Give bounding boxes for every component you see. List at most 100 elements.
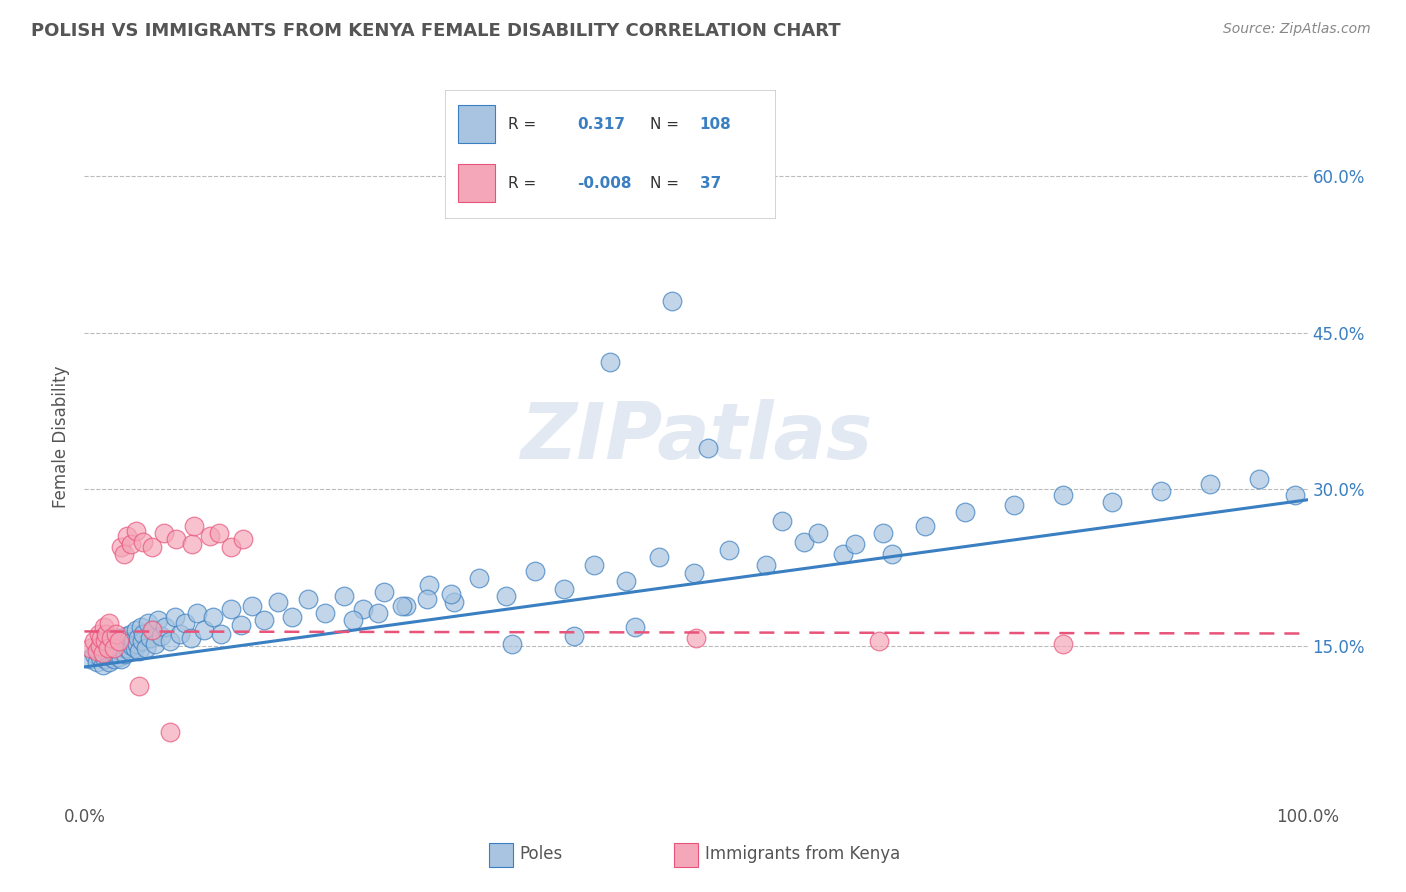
Point	[468, 571, 491, 585]
Point	[872, 526, 894, 541]
Y-axis label: Female Disability: Female Disability	[52, 366, 70, 508]
Point	[717, 543, 740, 558]
Point	[502, 637, 524, 651]
Point	[186, 606, 208, 620]
Point	[553, 582, 575, 596]
Point	[150, 629, 173, 643]
Point	[122, 633, 145, 648]
Point	[111, 633, 134, 648]
Point	[86, 655, 108, 669]
Point	[115, 641, 138, 656]
Point	[115, 629, 138, 643]
Point	[240, 599, 263, 614]
Point	[562, 629, 585, 643]
Point	[120, 536, 142, 550]
Point	[440, 587, 463, 601]
Point	[297, 592, 319, 607]
Point	[115, 529, 138, 543]
Point	[97, 641, 120, 656]
Point	[159, 724, 181, 739]
Point	[869, 633, 891, 648]
Text: Source: ZipAtlas.com: Source: ZipAtlas.com	[1223, 22, 1371, 37]
Point	[107, 649, 129, 664]
Point	[281, 609, 304, 624]
Point	[104, 648, 127, 662]
Point	[114, 648, 136, 662]
Point	[373, 584, 395, 599]
Point	[129, 620, 152, 634]
Point	[110, 639, 132, 653]
Point	[153, 526, 176, 541]
Point	[94, 651, 117, 665]
Point	[342, 613, 364, 627]
Point	[416, 592, 439, 607]
Point	[83, 633, 105, 648]
Point	[253, 613, 276, 627]
Point	[169, 626, 191, 640]
Point	[97, 641, 120, 656]
Point	[200, 529, 222, 543]
Point	[117, 633, 139, 648]
Point	[108, 644, 131, 658]
Point	[103, 641, 125, 656]
Point	[139, 631, 162, 645]
Point	[219, 540, 242, 554]
Point	[107, 633, 129, 648]
Point	[124, 641, 146, 656]
Point	[97, 648, 120, 662]
Text: POLISH VS IMMIGRANTS FROM KENYA FEMALE DISABILITY CORRELATION CHART: POLISH VS IMMIGRANTS FROM KENYA FEMALE D…	[31, 22, 841, 40]
Point	[105, 626, 128, 640]
Point	[112, 547, 135, 561]
Point	[91, 646, 114, 660]
Point	[89, 639, 111, 653]
Point	[352, 602, 374, 616]
Point	[953, 505, 976, 519]
Point	[229, 618, 252, 632]
Point	[180, 631, 202, 645]
Point	[1150, 484, 1173, 499]
Point	[201, 609, 224, 624]
Point	[793, 534, 815, 549]
Point	[100, 631, 122, 645]
Point	[219, 602, 242, 616]
Point	[121, 639, 143, 653]
Point	[141, 540, 163, 554]
Point	[132, 626, 155, 640]
Point	[146, 613, 169, 627]
Point	[165, 533, 187, 547]
Point	[599, 355, 621, 369]
Point	[193, 624, 215, 638]
Point	[87, 641, 110, 656]
Point	[159, 633, 181, 648]
Point	[79, 641, 101, 656]
Point	[86, 644, 108, 658]
Point	[141, 624, 163, 638]
Point	[98, 637, 121, 651]
Point	[914, 519, 936, 533]
Point	[110, 651, 132, 665]
Point	[128, 679, 150, 693]
Point	[132, 534, 155, 549]
Point	[697, 441, 720, 455]
Text: ZIPatlas: ZIPatlas	[520, 399, 872, 475]
Point	[418, 578, 440, 592]
Point	[101, 644, 124, 658]
Point	[682, 566, 704, 580]
Point	[90, 644, 112, 658]
Point	[136, 616, 159, 631]
Point	[125, 637, 148, 651]
Point	[112, 641, 135, 656]
Point	[266, 595, 288, 609]
Point	[93, 620, 115, 634]
Point	[332, 589, 354, 603]
Point	[153, 620, 176, 634]
Point	[1052, 637, 1074, 651]
Point	[91, 657, 114, 672]
Point	[100, 641, 122, 656]
Point	[624, 620, 647, 634]
Point	[96, 644, 118, 658]
Point	[96, 626, 118, 640]
Point	[127, 631, 149, 645]
Point	[831, 547, 853, 561]
Point	[614, 574, 637, 589]
